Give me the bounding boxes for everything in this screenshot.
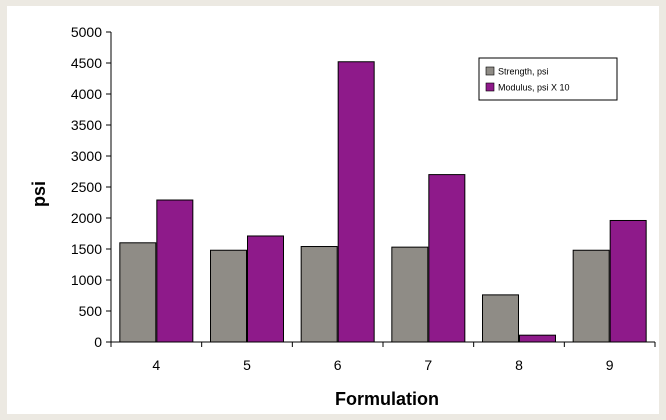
bar-modulus-5 — [247, 235, 284, 343]
y-tick-label: 0 — [94, 334, 102, 350]
bar-strength-9 — [572, 249, 610, 343]
legend-swatch-strength — [485, 66, 495, 76]
legend-swatch-modulus — [485, 82, 495, 92]
bar-strength-4 — [119, 242, 157, 343]
bar-chart: 0 500 1000 1500 2000 2500 3000 3500 4000 4500 5000… — [29, 24, 656, 409]
y-tick-label: 4000 — [71, 86, 102, 102]
x-ticks-group: 4 5 6 7 8 9 — [110, 342, 656, 373]
y-tick-label: 1500 — [71, 241, 102, 257]
y-ticks-group: 0 500 1000 1500 2000 2500 3000 3500 4000 4500 5000 — [71, 24, 111, 350]
y-tick-label: 3000 — [71, 148, 102, 164]
bar-modulus-9 — [609, 219, 647, 343]
legend-label-modulus: Modulus, psi X 10 — [498, 83, 570, 93]
y-tick-label: 500 — [79, 303, 103, 319]
chart-frame: 0 500 1000 1500 2000 2500 3000 3500 4000 4500 5000… — [7, 6, 659, 414]
y-tick-label: 5000 — [71, 24, 102, 40]
bar-modulus-7 — [428, 174, 466, 343]
bar-strength-8 — [482, 294, 519, 343]
bar-strength-6 — [300, 246, 338, 343]
x-tick-label: 9 — [606, 357, 614, 373]
y-tick-label: 2000 — [71, 210, 102, 226]
legend: Strength, psi Modulus, psi X 10 — [478, 57, 618, 101]
x-axis-title: Formulation — [335, 389, 439, 409]
y-axis-title: psi — [29, 181, 49, 207]
y-tick-label: 1000 — [71, 272, 102, 288]
bars-group — [119, 61, 647, 343]
bar-strength-5 — [210, 249, 247, 343]
y-tick-label: 2500 — [71, 179, 102, 195]
y-tick-label: 3500 — [71, 117, 102, 133]
x-tick-label: 4 — [152, 357, 160, 373]
bar-strength-7 — [391, 246, 429, 343]
x-tick-label: 8 — [515, 357, 523, 373]
bar-modulus-4 — [156, 199, 194, 343]
bar-modulus-6 — [337, 61, 375, 343]
legend-label-strength: Strength, psi — [498, 67, 549, 77]
legend-box — [478, 57, 618, 101]
y-tick-label: 4500 — [71, 55, 102, 71]
x-tick-label: 5 — [243, 357, 251, 373]
bar-modulus-8 — [519, 334, 556, 343]
x-tick-label: 6 — [334, 357, 342, 373]
x-tick-label: 7 — [424, 357, 432, 373]
